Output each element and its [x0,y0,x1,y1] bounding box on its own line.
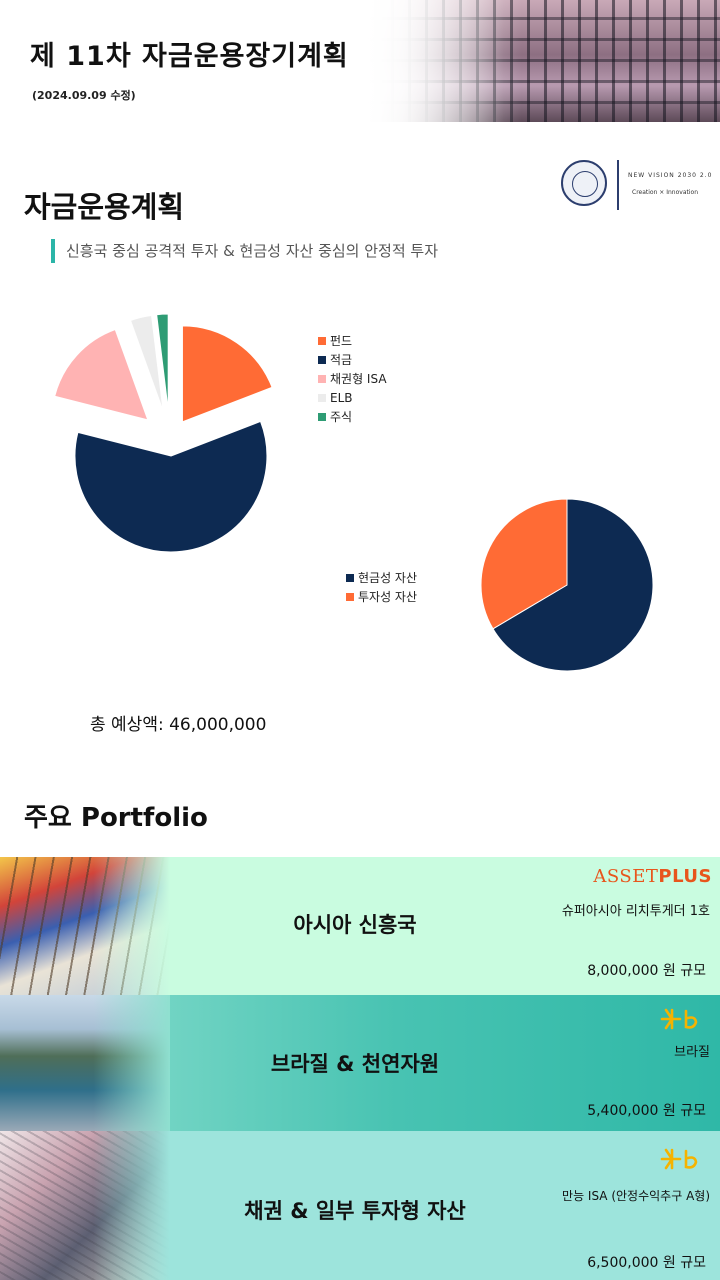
legend-swatch-투자성-자산 [346,593,354,601]
assetplus-logo: ASSETPLUS [593,866,712,887]
pie1-slice-채권형-isa [54,328,149,421]
pie1-slice-적금 [74,420,268,553]
legend-label-주식: 주식 [330,410,352,424]
portfolio-name: 아시아 신흥국 [293,913,417,937]
page-title: 제 11차 자금운용장기계획 [30,41,349,72]
portfolio-product: 슈퍼아시아 리치투게더 1호 [561,904,710,919]
total-amount: 총 예상액: 46,000,000 [90,715,267,735]
portfolio-card-asia[interactable]: 아시아 신흥국 ASSETPLUS 슈퍼아시아 리치투게더 1호 8,000,0… [0,857,720,995]
rio-photo [0,995,170,1131]
kb-logo-icon [660,1008,698,1030]
building-photo [360,0,720,122]
pie1-slice-펀드 [181,325,273,423]
accent-bar [51,239,55,263]
legend-label-채권형-isa: 채권형 ISA [330,372,387,386]
portfolio-product: 만능 ISA (안정수익추구 A형) [562,1189,710,1203]
pie2-slice-투자성-자산 [480,498,568,630]
portfolio-amount: 5,400,000 원 규모 [587,1103,706,1119]
banknote-photo [0,1131,170,1280]
flags-photo [0,857,170,995]
legend-swatch-elb [318,394,326,402]
legend-label-투자성-자산: 투자성 자산 [358,590,417,604]
legend-label-적금: 적금 [330,353,352,367]
logo-divider [617,160,619,210]
pie1-slice-elb [129,314,164,411]
section-subtitle: 신흥국 중심 공격적 투자 & 현금성 자산 중심의 안정적 투자 [66,242,439,260]
university-seal-logo [561,160,607,206]
legend-swatch-주식 [318,413,326,421]
portfolio-card-brazil[interactable]: 브라질 & 천연자원 브라질 5,400,000 원 규모 [0,995,720,1131]
portfolio-amount: 6,500,000 원 규모 [587,1255,706,1271]
portfolio-title: 주요 Portfolio [24,803,208,833]
vision-text: NEW VISION 2030 2.0 [628,172,713,179]
vision-tagline: Creation × Innovation [632,189,698,196]
portfolio-amount: 8,000,000 원 규모 [587,963,706,979]
section-title: 자금운용계획 [24,190,185,224]
portfolio-product: 브라질 [674,1045,710,1060]
legend-label-elb: ELB [330,391,353,405]
pie2-slice-현금성-자산 [492,498,654,672]
legend-swatch-현금성-자산 [346,574,354,582]
legend-swatch-펀드 [318,337,326,345]
legend-swatch-채권형-isa [318,375,326,383]
page-header: 제 11차 자금운용장기계획 (2024.09.09 수정) [0,0,720,122]
portfolio-name: 채권 & 일부 투자형 자산 [244,1199,466,1223]
revision-date: (2024.09.09 수정) [32,89,136,102]
portfolio-name: 브라질 & 천연자원 [270,1052,440,1076]
legend-swatch-적금 [318,356,326,364]
legend-label-펀드: 펀드 [330,334,352,348]
legend-label-현금성-자산: 현금성 자산 [358,571,417,585]
kb-logo-icon [660,1148,698,1170]
pie1-slice-주식 [156,313,169,411]
portfolio-card-bond[interactable]: 채권 & 일부 투자형 자산 만능 ISA (안정수익추구 A형) 6,500,… [0,1131,720,1280]
